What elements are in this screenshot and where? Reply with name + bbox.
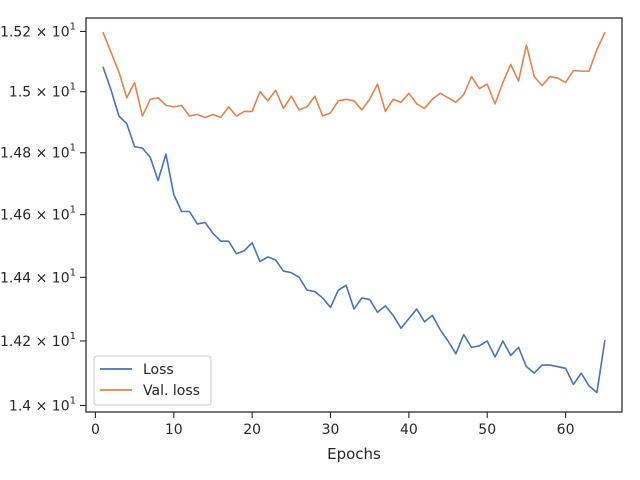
y-tick-label: 1.42 × 101	[0, 331, 76, 350]
ticks-layer: 0 10 20 30 40 50 60 1.4 × 101 1.42 × 101 1.44 × 1…	[0, 21, 574, 438]
x-tick-label: 40	[400, 422, 418, 438]
y-tick-label: 1.4 × 101	[9, 395, 76, 414]
y-tick-label: 1.52 × 101	[0, 21, 76, 40]
series-line-loss	[102, 66, 606, 394]
y-tick-label: 1.5 × 101	[9, 82, 76, 101]
y-tick-label: 1.46 × 101	[0, 205, 76, 224]
y-tick-label: 1.48 × 101	[0, 143, 76, 162]
x-tick-label: 30	[322, 422, 340, 438]
legend-label-loss: Loss	[143, 362, 174, 378]
legend-label-val-loss: Val. loss	[143, 383, 200, 399]
x-tick-label: 20	[243, 422, 261, 438]
x-tick-label: 60	[557, 422, 575, 438]
series-line-val-loss	[102, 31, 606, 119]
legend: Loss Val. loss	[93, 355, 212, 406]
plot-background	[86, 18, 622, 412]
y-tick-label: 1.44 × 101	[0, 267, 76, 286]
x-axis-label: Epochs	[327, 445, 381, 463]
x-tick-label: 10	[165, 422, 183, 438]
x-tick-label: 0	[91, 422, 100, 438]
x-tick-label: 50	[478, 422, 496, 438]
series-layer	[102, 31, 606, 394]
